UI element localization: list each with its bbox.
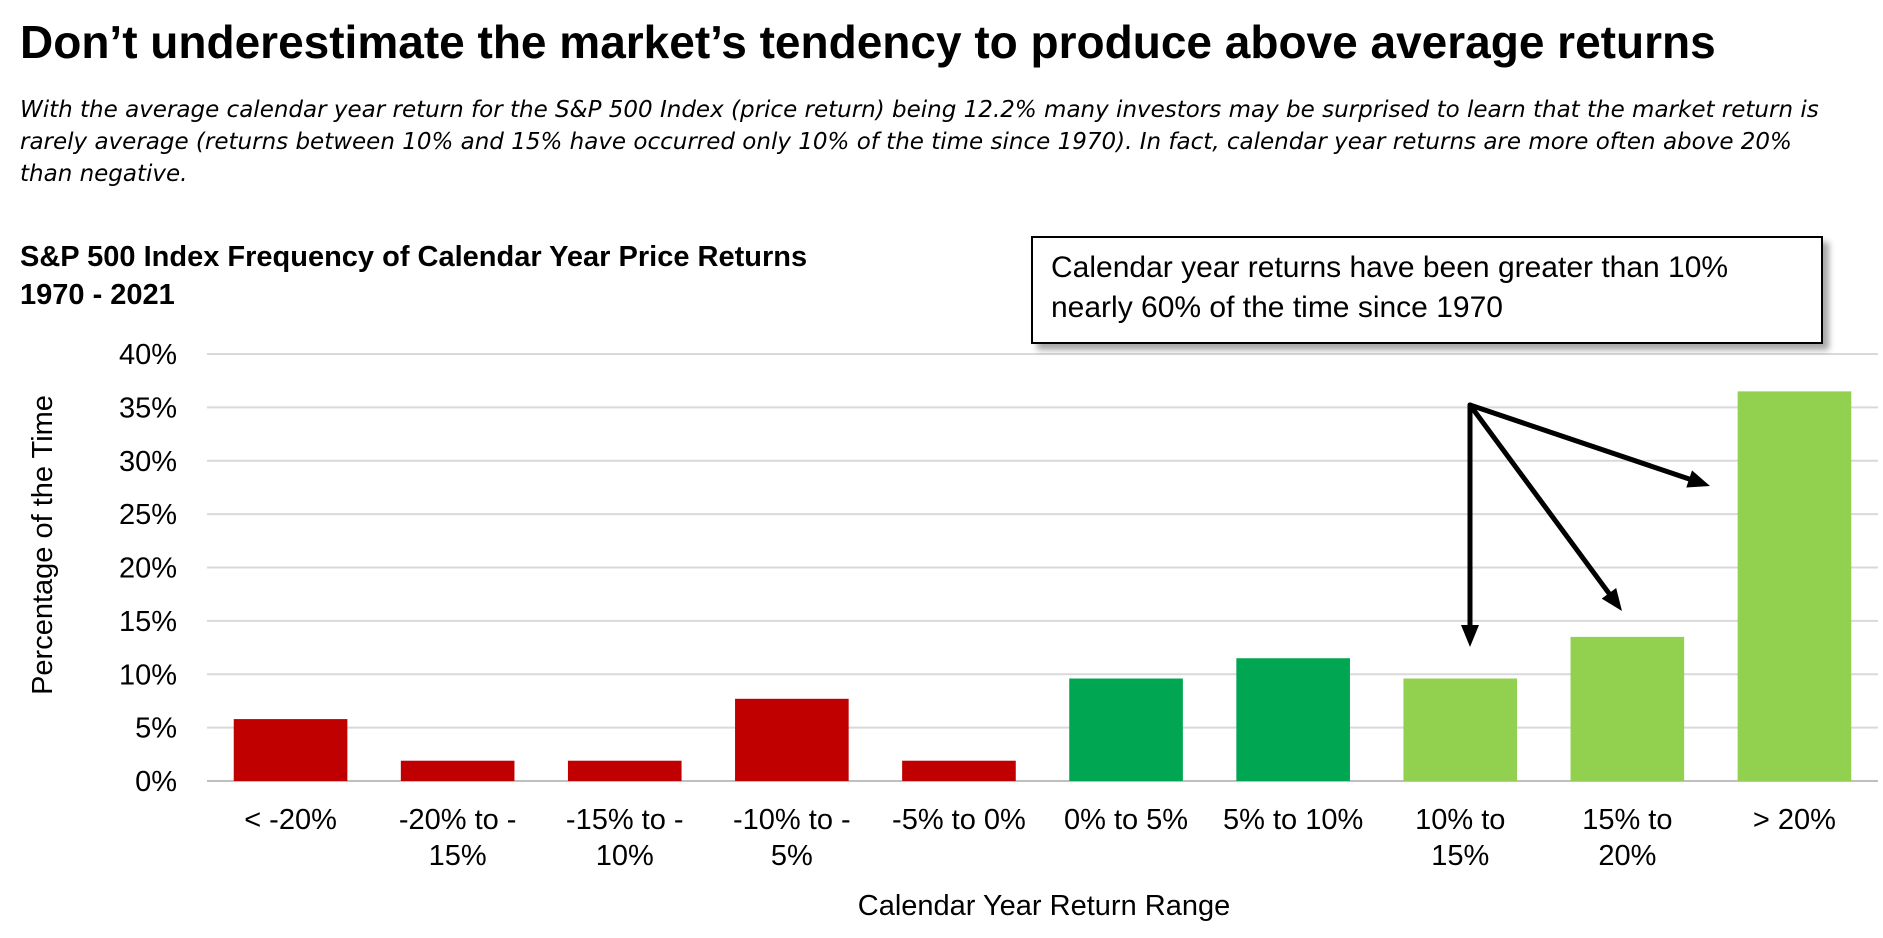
bar-chart: 0% 5% 10% 15% 20% 25% 30% 35% 40% < -20% -20% to …	[27, 339, 1878, 922]
x-axis-ticks: < -20% -20% to -15% -15% to -10% -10% to -5…	[244, 804, 1836, 872]
bar	[400, 760, 515, 781]
bar	[1236, 658, 1350, 781]
x-tick-label: -15% to -10%	[566, 804, 684, 872]
chart-title: S&P 500 Index Frequency of Calendar Year…	[20, 238, 1000, 314]
x-tick-label: > 20%	[1753, 804, 1836, 836]
annotation-arrow-head	[1686, 470, 1710, 488]
chart-title-line-1: S&P 500 Index Frequency of Calendar Year…	[20, 241, 808, 273]
y-tick-label: 10%	[119, 659, 177, 691]
bars	[233, 391, 1852, 781]
y-tick-label: 15%	[119, 606, 177, 638]
gridlines	[207, 353, 1878, 782]
y-tick-label: 20%	[119, 553, 177, 585]
bar	[902, 760, 1016, 781]
y-tick-label: 5%	[135, 713, 177, 745]
y-tick-label: 25%	[119, 499, 177, 531]
y-tick-label: 30%	[119, 446, 177, 478]
bar	[1069, 678, 1183, 781]
page-subtitle: With the average calendar year return fo…	[20, 97, 1819, 187]
x-tick-label: -10% to -5%	[733, 804, 851, 872]
annotation-arrow-head	[1601, 587, 1622, 611]
x-axis-label: Calendar Year Return Range	[858, 890, 1230, 922]
x-tick-label: -5% to 0%	[892, 804, 1026, 836]
x-tick-label: 10% to 15%	[1415, 804, 1505, 872]
y-tick-label: 0%	[135, 766, 177, 798]
bar	[1570, 636, 1685, 781]
x-tick-label: < -20%	[244, 804, 337, 836]
bar	[1403, 678, 1518, 781]
annotation-arrow-shaft	[1467, 402, 1692, 482]
bar	[567, 760, 682, 781]
y-tick-label: 35%	[119, 392, 177, 424]
x-tick-label: -20% to -15%	[399, 804, 517, 872]
annotation-arrows	[1461, 402, 1710, 647]
bar	[735, 698, 849, 781]
y-tick-label: 40%	[119, 339, 177, 371]
callout-box: Calendar year returns have been greater …	[1031, 236, 1823, 344]
x-tick-label: 15% to 20%	[1582, 804, 1672, 872]
bar	[233, 719, 348, 781]
y-axis-label: Percentage of the Time	[27, 395, 59, 695]
x-tick-label: 5% to 10%	[1223, 804, 1363, 836]
y-axis-ticks: 0% 5% 10% 15% 20% 25% 30% 35% 40%	[119, 339, 177, 798]
annotation-arrow-head	[1461, 625, 1479, 647]
annotation-arrow-shaft	[1467, 402, 1612, 596]
chart-title-line-2: 1970 - 2021	[20, 279, 175, 311]
page-headline: Don’t underestimate the market’s tendenc…	[20, 16, 1716, 68]
bar	[1737, 391, 1852, 781]
x-tick-label: 0% to 5%	[1064, 804, 1188, 836]
